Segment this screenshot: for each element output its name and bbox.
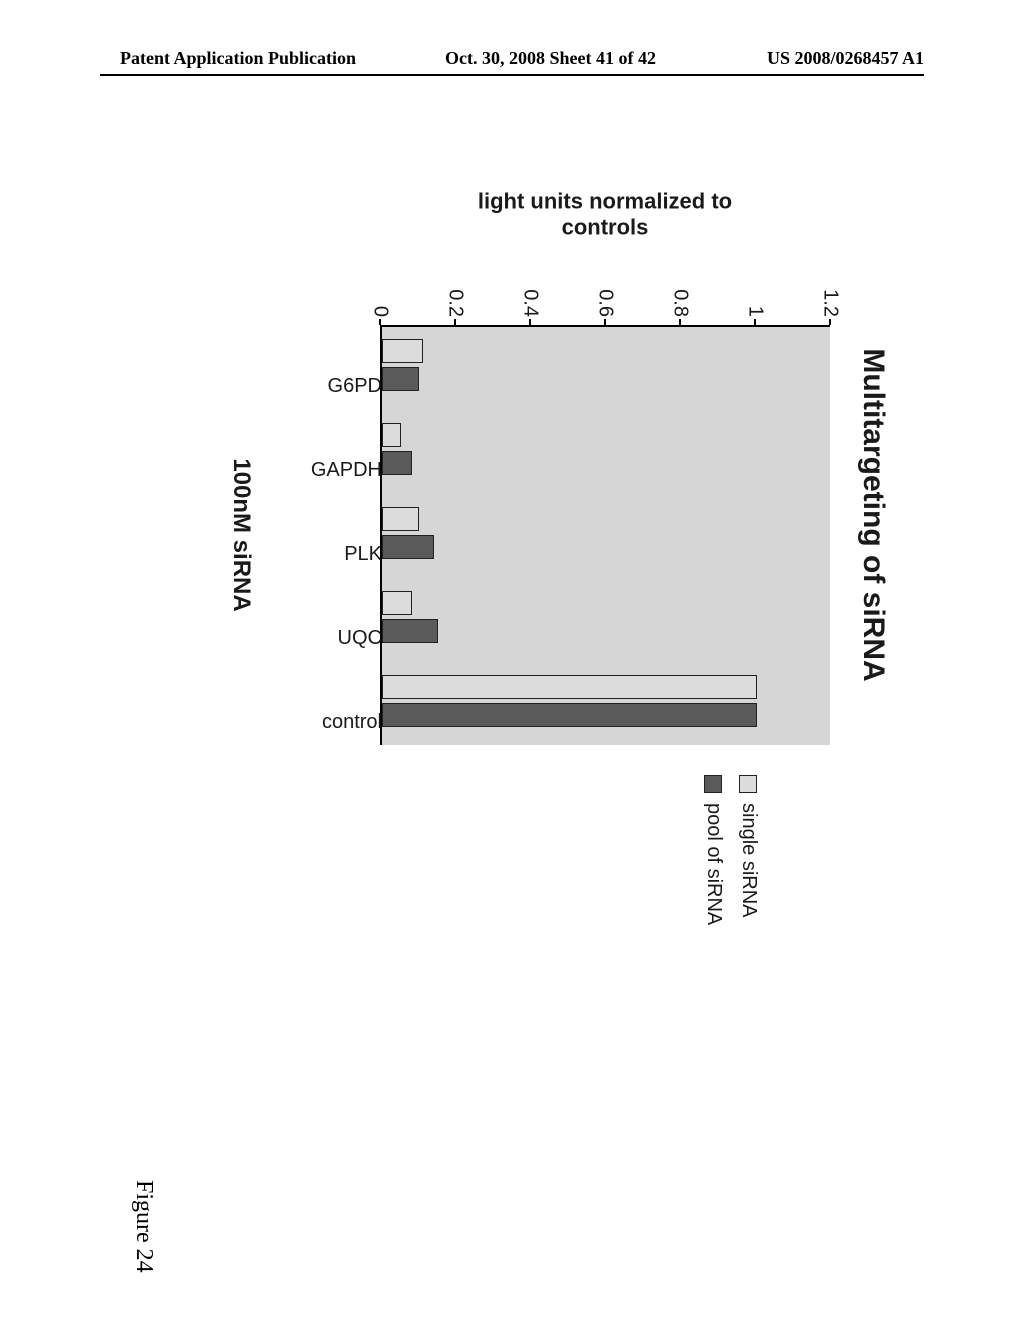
- legend-item: pool of siRNA: [702, 775, 725, 955]
- header-right: US 2008/0268457 A1: [767, 48, 924, 69]
- y-tick-label: 0.8: [669, 257, 692, 325]
- bar-pool: [382, 619, 438, 643]
- x-category-label: G6PD: [328, 375, 382, 398]
- x-category-label: control: [322, 711, 382, 734]
- y-tick-label: 1: [744, 257, 767, 325]
- y-tick-mark: [829, 319, 831, 325]
- y-tick-label: 0: [369, 257, 392, 325]
- y-axis-label-line1: light units normalized to: [478, 189, 732, 214]
- chart-rotated-canvas: Multitargeting of siRNA light units norm…: [120, 165, 900, 1085]
- y-tick-label: 0.2: [444, 257, 467, 325]
- header-center: Oct. 30, 2008 Sheet 41 of 42: [445, 48, 656, 69]
- y-tick-mark: [754, 319, 756, 325]
- y-tick-mark: [604, 319, 606, 325]
- bar-single: [382, 675, 757, 699]
- header-rule: [100, 74, 924, 76]
- legend-label: pool of siRNA: [702, 803, 725, 925]
- legend-item: single siRNA: [737, 775, 760, 955]
- y-tick-mark: [529, 319, 531, 325]
- x-category-label: PLK: [344, 543, 382, 566]
- bar-single: [382, 339, 423, 363]
- legend-swatch: [740, 775, 758, 793]
- legend-swatch: [705, 775, 723, 793]
- figure-caption: Figure 24: [130, 1180, 157, 1273]
- x-axis-title: 100nM siRNA: [227, 325, 255, 745]
- header-left: Patent Application Publication: [120, 48, 356, 69]
- y-tick-label: 0.6: [594, 257, 617, 325]
- chart-region: Multitargeting of siRNA light units norm…: [120, 165, 900, 1085]
- y-axis-label-line2: controls: [562, 215, 649, 240]
- y-tick-label: 0.4: [519, 257, 542, 325]
- chart-title: Multitargeting of siRNA: [856, 165, 890, 865]
- bar-pool: [382, 451, 412, 475]
- legend-label: single siRNA: [737, 803, 760, 917]
- y-tick-mark: [379, 319, 381, 325]
- bar-pool: [382, 535, 435, 559]
- legend: single siRNA pool of siRNA: [690, 775, 760, 955]
- bar-single: [382, 507, 420, 531]
- x-category-label: GAPDH: [311, 459, 382, 482]
- y-tick-mark: [454, 319, 456, 325]
- bar-pool: [382, 367, 420, 391]
- bar-pool: [382, 703, 757, 727]
- plot-area: 00.20.40.60.811.2G6PDGAPDHPLKUQCcontrol: [380, 325, 830, 745]
- bar-single: [382, 423, 401, 447]
- x-category-label: UQC: [338, 627, 382, 650]
- y-tick-label: 1.2: [819, 257, 842, 325]
- y-axis-title: light units normalized to controls: [380, 185, 830, 245]
- y-tick-mark: [679, 319, 681, 325]
- y-axis-line: [380, 325, 830, 327]
- bar-single: [382, 591, 412, 615]
